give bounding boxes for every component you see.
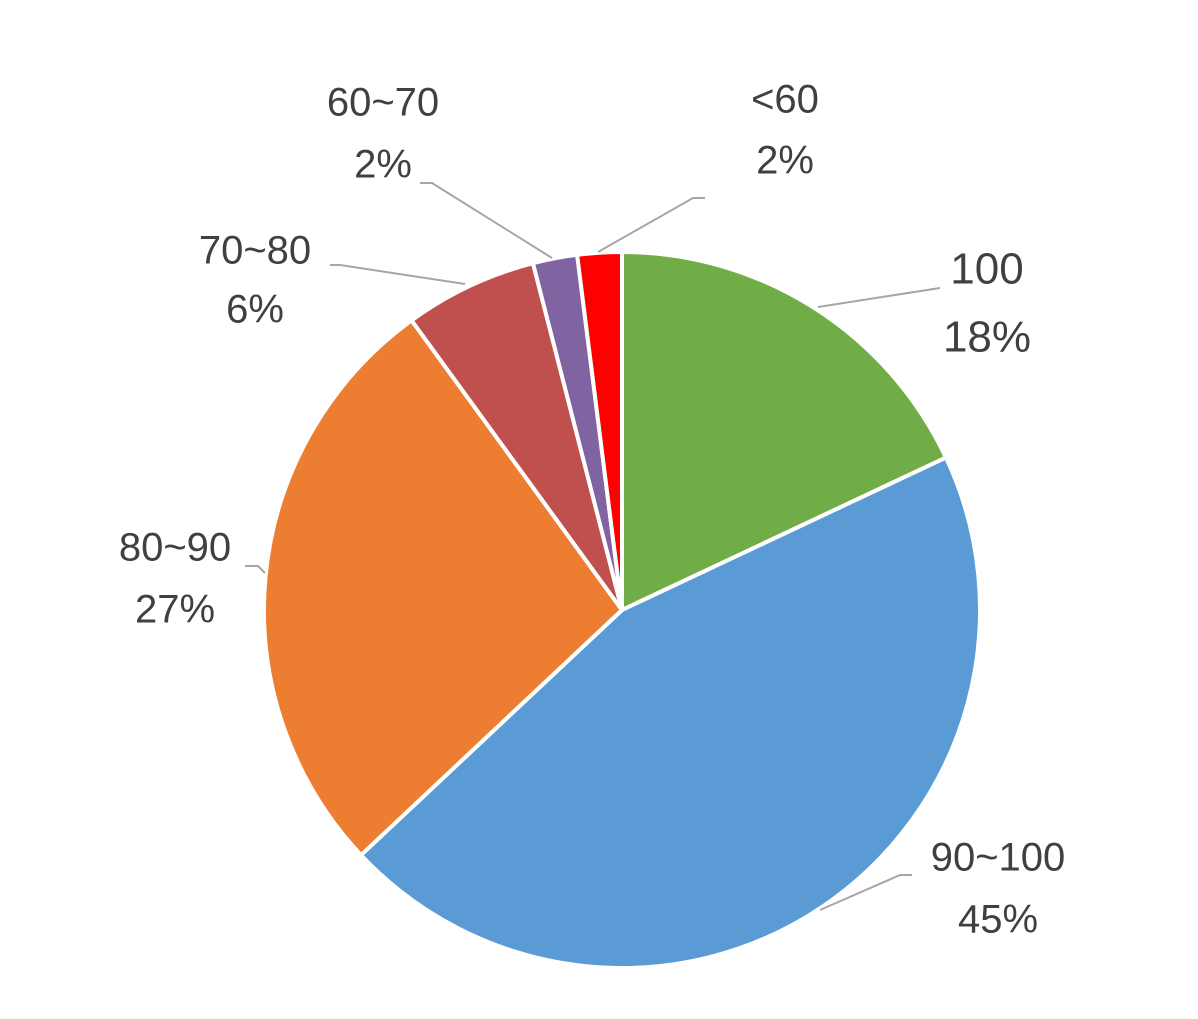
leader-line (817, 287, 941, 308)
category-label: 80~90 (119, 526, 231, 570)
pie-slice (575, 250, 624, 612)
leader-line (597, 197, 705, 253)
leader-line (330, 264, 466, 285)
pie-slice (620, 250, 948, 612)
value-label: 2% (354, 143, 412, 187)
value-label: 45% (958, 898, 1038, 942)
value-label: 6% (226, 288, 284, 332)
category-label: 70~80 (199, 229, 311, 273)
leader-line (819, 874, 912, 911)
value-label: 18% (943, 313, 1031, 362)
category-label: <60 (751, 78, 819, 122)
pie-slice (409, 261, 624, 612)
leader-line (245, 565, 266, 574)
value-label: 27% (135, 588, 215, 632)
category-label: 90~100 (931, 836, 1066, 880)
category-label: 60~70 (327, 81, 439, 125)
value-label: 2% (756, 139, 814, 183)
pie-slice (262, 318, 624, 858)
pie-slice (359, 455, 982, 970)
category-label: 100 (950, 245, 1023, 294)
leader-line (420, 182, 553, 259)
